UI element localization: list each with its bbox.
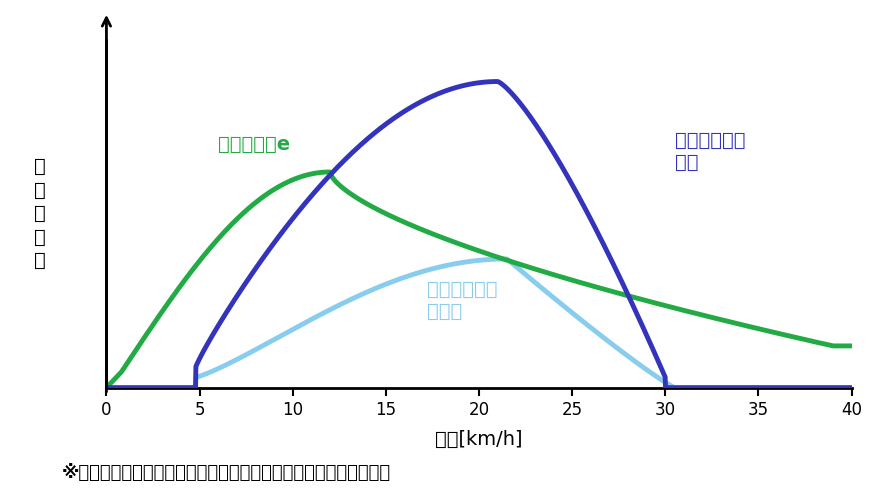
Text: 回
生
制
動
力: 回 生 制 動 力 (34, 157, 45, 270)
Text: ビビチャージ
ハーフ: ビビチャージ ハーフ (426, 280, 497, 321)
Text: ※あくまで体感イメージです。制動トルク等は測定していません。: ※あくまで体感イメージです。制動トルク等は測定していません。 (62, 464, 391, 482)
Text: ビビチャージ
フル: ビビチャージ フル (673, 131, 744, 171)
X-axis label: 速度[km/h]: 速度[km/h] (435, 430, 522, 449)
Text: アルベルトe: アルベルトe (218, 135, 290, 154)
